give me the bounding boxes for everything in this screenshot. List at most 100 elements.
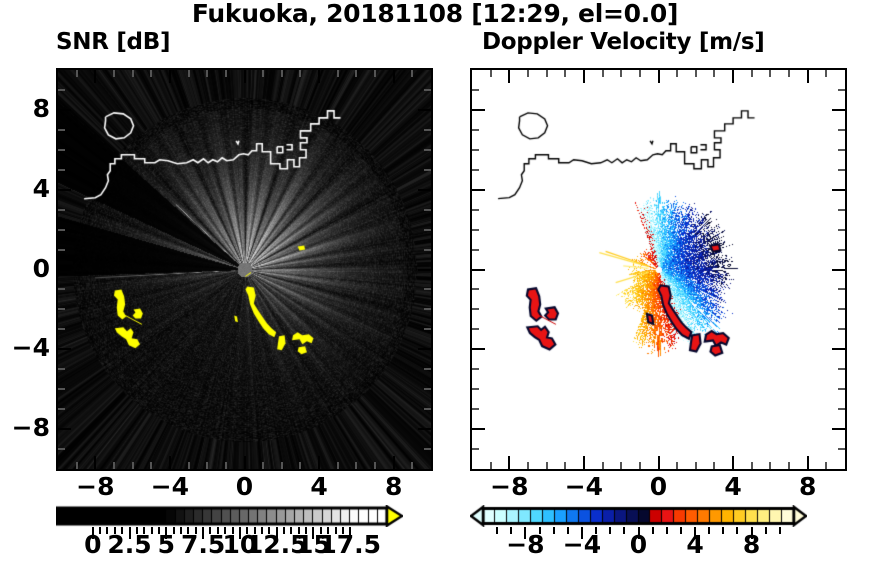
velocity-colorbar-minor-tick [736,527,739,534]
snr-colorbar-minor-tick [224,527,227,534]
snr-colorbar-minor-tick [246,527,249,534]
x-minor-tick [825,70,828,77]
y-major-tick [832,428,845,431]
y-minor-tick [838,88,845,91]
y-minor-tick [838,208,845,211]
y-minor-tick [424,448,431,451]
y-minor-tick [472,388,479,391]
velocity-colorbar[interactable] [470,505,807,539]
y-minor-tick [424,228,431,231]
x-minor-tick [713,70,716,77]
snr-colorbar-minor-tick [194,527,197,534]
x-minor-tick [224,462,227,469]
snr-colorbar-minor-tick [121,527,124,534]
y-minor-tick [838,408,845,411]
velocity-colorbar-minor-tick [679,527,682,534]
y-major-tick [418,268,431,271]
y-major-tick [472,108,485,111]
snr-plot-area[interactable] [56,68,433,471]
x-major-tick [243,456,246,469]
x-minor-tick [75,462,78,469]
velocity-radar-field [472,70,845,469]
y-minor-tick [424,128,431,131]
snr-colorbar-label: 15 [296,530,331,559]
x-minor-tick [150,70,153,77]
snr-colorbar-minor-tick [172,527,175,534]
x-minor-tick [564,70,567,77]
x-minor-tick [545,462,548,469]
velocity-colorbar-minor-tick [665,527,668,534]
snr-colorbar-minor-tick [297,527,300,534]
velocity-colorbar-minor-tick [764,527,767,534]
y-minor-tick [424,88,431,91]
x-minor-tick [411,70,414,77]
x-major-tick [657,70,660,83]
velocity-colorbar-tick [750,527,753,539]
page-title: Fukuoka, 20181108 [12:29, el=0.0] [191,0,679,28]
y-minor-tick [424,328,431,331]
y-major-tick [58,268,71,271]
x-minor-tick [750,462,753,469]
snr-colorbar-minor-tick [341,527,344,534]
snr-colorbar-tick [238,527,241,539]
y-minor-tick [838,308,845,311]
y-minor-tick [58,248,65,251]
x-minor-tick [825,462,828,469]
snr-colorbar-minor-tick [143,527,146,534]
x-minor-tick [545,70,548,77]
x-minor-tick [262,70,265,77]
y-major-tick [472,428,485,431]
snr-colorbar-minor-tick [319,527,322,534]
snr-colorbar-minor-tick [180,527,183,534]
y-minor-tick [424,288,431,291]
x-minor-tick [206,462,209,469]
x-minor-tick [280,462,283,469]
snr-colorbar[interactable] [56,505,403,539]
velocity-plot-area[interactable] [470,68,847,471]
x-minor-tick [336,462,339,469]
x-minor-tick [131,70,134,77]
y-minor-tick [838,248,845,251]
y-minor-tick [58,328,65,331]
snr-colorbar-minor-tick [157,527,160,534]
y-minor-tick [58,148,65,151]
y-axis-label: −8 [11,413,50,443]
velocity-colorbar-tick [580,527,583,539]
velocity-colorbar-ticks [470,527,807,539]
y-major-tick [418,428,431,431]
velocity-colorbar-minor-tick [623,527,626,534]
x-major-tick [508,456,511,469]
x-major-tick [94,456,97,469]
x-minor-tick [676,70,679,77]
snr-colorbar-label: 0 [84,530,102,559]
y-minor-tick [58,288,65,291]
velocity-colorbar-minor-tick [708,527,711,534]
x-minor-tick [620,70,623,77]
snr-colorbar-label: 10 [222,530,258,559]
x-minor-tick [526,70,529,77]
x-axis-label: −8 [490,472,529,501]
snr-colorbar-minor-tick [99,527,102,534]
y-major-tick [58,108,71,111]
snr-colorbar-tick [275,527,278,539]
velocity-colorbar-label: 8 [742,530,761,559]
velocity-colorbar-label: −8 [506,530,545,559]
x-major-tick [168,70,171,83]
x-major-tick [582,456,585,469]
x-axis-label: 0 [235,472,254,501]
y-minor-tick [424,368,431,371]
snr-colorbar-minor-tick [305,527,308,534]
y-minor-tick [58,228,65,231]
y-axis-label: 0 [32,253,50,283]
x-minor-tick [280,70,283,77]
x-major-tick [657,456,660,469]
velocity-colorbar-minor-tick [510,527,513,534]
velocity-colorbar-label: −4 [562,530,602,559]
velocity-colorbar-minor-tick [552,527,555,534]
y-minor-tick [472,88,479,91]
velocity-colorbar-label: 0 [629,530,648,559]
snr-colorbar-ticks [56,527,403,539]
x-axis-label: 4 [724,472,742,501]
y-major-tick [418,188,431,191]
